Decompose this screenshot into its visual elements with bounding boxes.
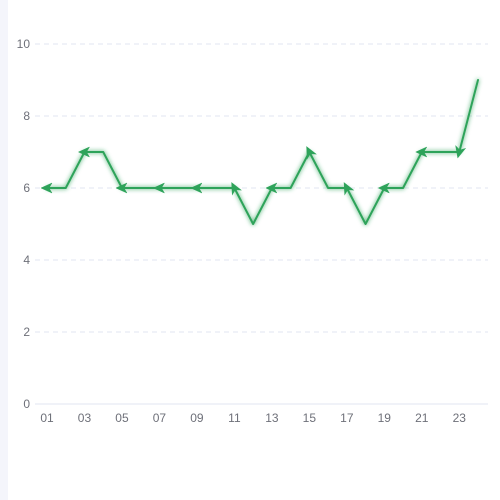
data-point-marker[interactable] xyxy=(190,182,203,194)
data-point-marker[interactable] xyxy=(453,145,467,159)
x-tick-label: 19 xyxy=(378,411,392,425)
data-point-marker[interactable] xyxy=(302,144,317,160)
x-tick-label: 09 xyxy=(190,411,204,425)
x-tick-label: 15 xyxy=(303,411,317,425)
series-layer xyxy=(40,79,479,225)
x-tick-label: 13 xyxy=(265,411,279,425)
x-tick-label: 17 xyxy=(340,411,354,425)
x-tick-label: 03 xyxy=(78,411,92,425)
y-tick-label: 10 xyxy=(17,37,31,51)
x-tick-label: 23 xyxy=(453,411,467,425)
data-point-marker[interactable] xyxy=(77,146,91,158)
left-edge-divider xyxy=(0,0,8,500)
data-point-marker[interactable] xyxy=(340,180,355,196)
data-point-marker[interactable] xyxy=(265,182,278,194)
x-tick-label: 21 xyxy=(415,411,429,425)
x-tick-label: 05 xyxy=(115,411,129,425)
data-point-marker[interactable] xyxy=(377,182,390,194)
data-point-marker[interactable] xyxy=(227,180,242,196)
axis-labels: 0 2 4 6 8 10 01 03 05 07 09 11 13 15 17 19 21 23 xyxy=(17,37,467,425)
y-tick-label: 0 xyxy=(23,397,30,411)
y-tick-label: 2 xyxy=(23,325,30,339)
data-point-marker[interactable] xyxy=(152,182,166,194)
data-point-marker[interactable] xyxy=(415,146,428,158)
series-line-0 xyxy=(46,79,479,225)
x-tick-label: 01 xyxy=(40,411,54,425)
y-tick-label: 8 xyxy=(23,109,30,123)
data-point-marker[interactable] xyxy=(115,182,128,194)
y-tick-label: 6 xyxy=(23,181,30,195)
x-tick-label: 11 xyxy=(228,411,241,425)
grid-lines xyxy=(35,43,488,405)
y-tick-label: 4 xyxy=(23,253,30,267)
x-tick-label: 07 xyxy=(153,411,167,425)
data-point-marker[interactable] xyxy=(40,182,53,194)
